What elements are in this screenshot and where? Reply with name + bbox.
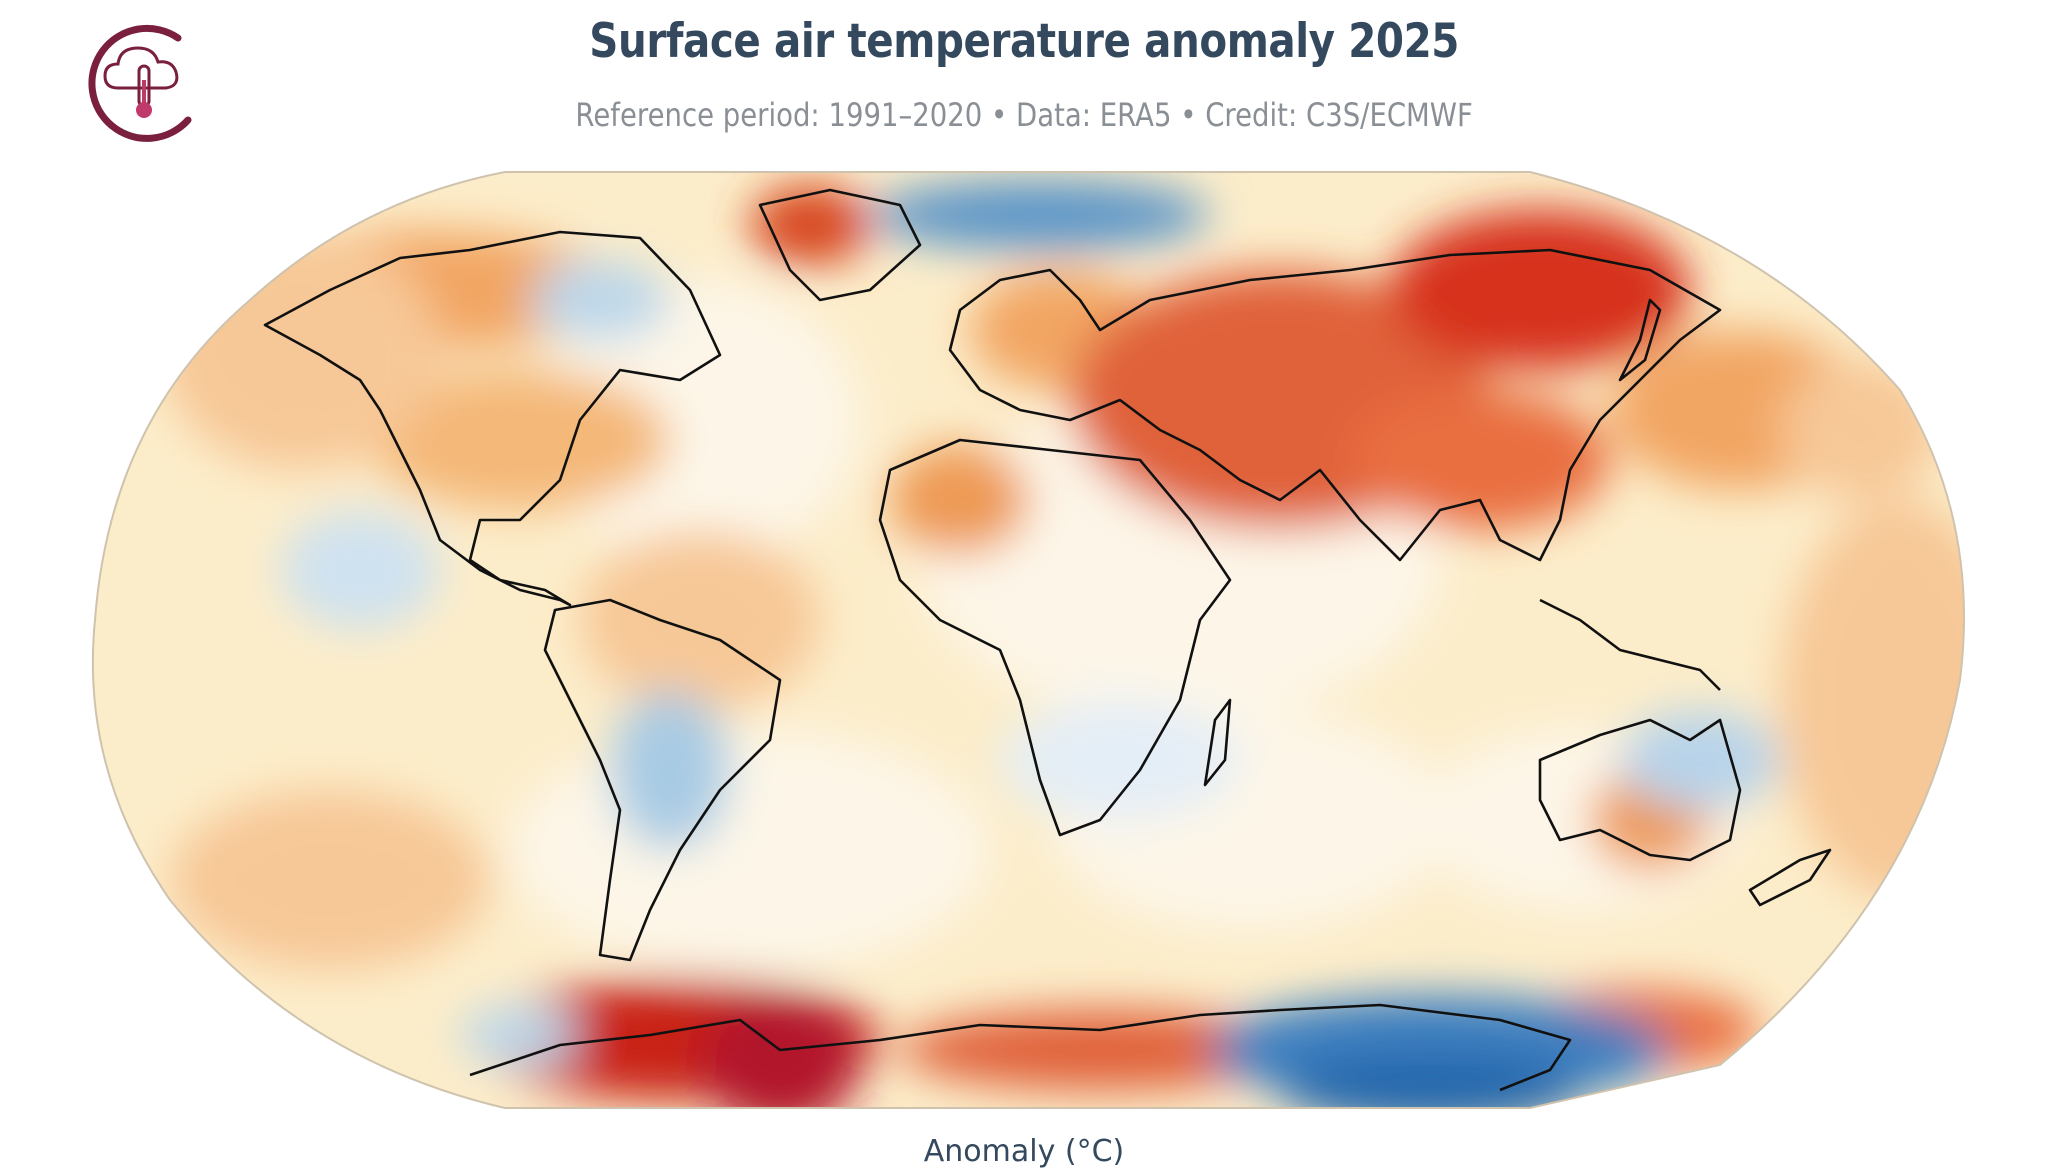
new-zealand-coast xyxy=(1748,848,1832,907)
africa-coast xyxy=(878,438,1232,837)
page-title: Surface air temperature anomaly 2025 xyxy=(589,14,1459,69)
eurasia-coast xyxy=(948,248,1722,562)
madagascar-coast xyxy=(1203,698,1232,787)
greenland-coast xyxy=(758,188,922,302)
indonesia-coast xyxy=(1539,598,1721,691)
cloud-thermometer-icon xyxy=(88,24,192,142)
page-subtitle: Reference period: 1991–2020 • Data: ERA5… xyxy=(575,96,1473,134)
globe-outline xyxy=(91,171,1965,1109)
antarctica-coast xyxy=(469,1003,1572,1092)
south-america-coast xyxy=(543,598,782,962)
australia-coast xyxy=(1538,718,1742,862)
japan-coast xyxy=(1618,298,1662,382)
coastlines xyxy=(263,188,1832,1092)
north-america-coast xyxy=(263,230,722,607)
